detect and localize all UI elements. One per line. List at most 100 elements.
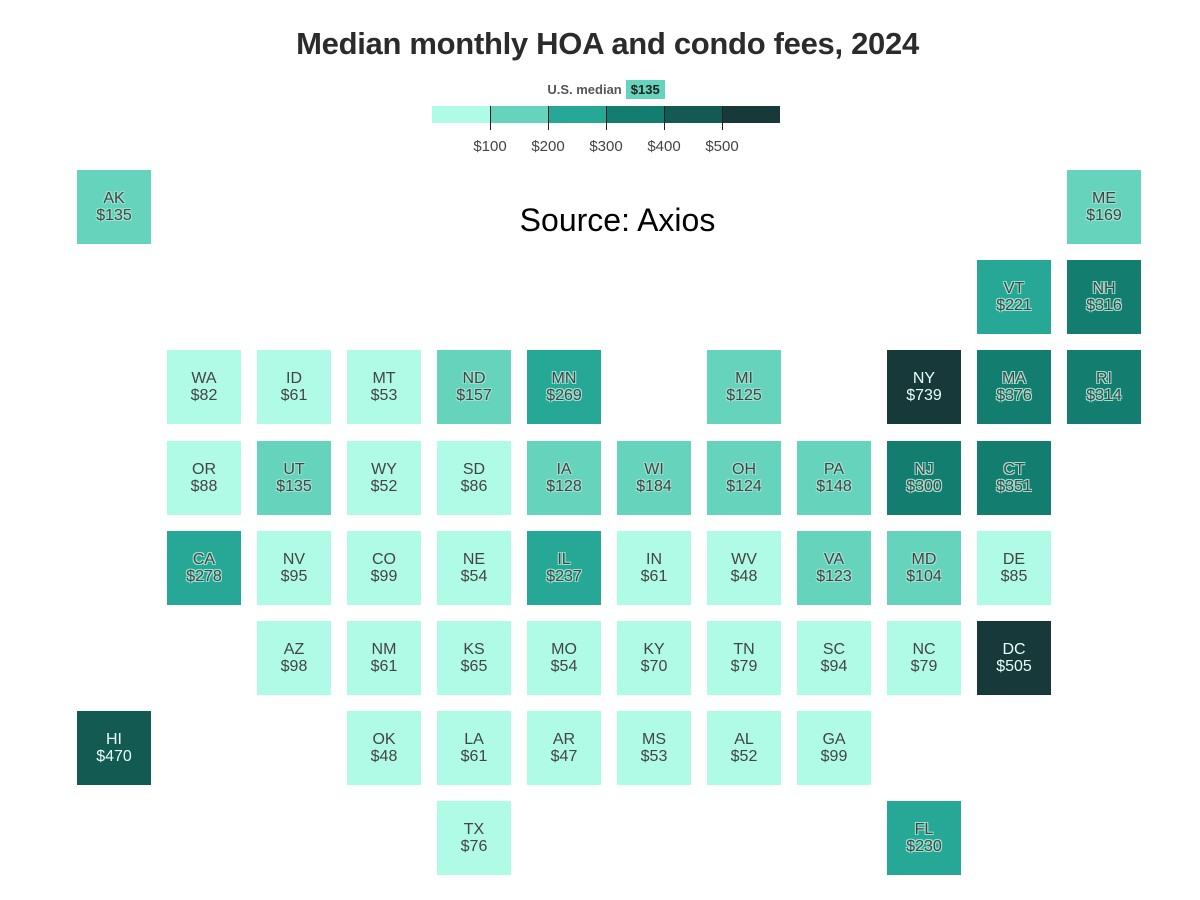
- state-value: $70: [640, 658, 668, 675]
- state-value: $135: [96, 207, 132, 224]
- legend-tick: [548, 106, 549, 130]
- state-tile-al: AL $52: [707, 711, 781, 786]
- state-value: $54: [460, 567, 488, 585]
- state-value: $94: [820, 658, 848, 675]
- source-note: Source: Axios: [519, 202, 716, 238]
- state-code: IA: [556, 460, 572, 478]
- legend-tick: [606, 106, 607, 130]
- state-code: AZ: [283, 641, 305, 658]
- state-code: OR: [192, 460, 216, 478]
- state-value: $61: [370, 658, 398, 675]
- state-value: $125: [726, 387, 762, 405]
- legend-swatch: [722, 106, 780, 123]
- state-tile-vt: VT $221: [977, 260, 1051, 335]
- state-code: NC: [912, 641, 936, 658]
- state-value: $61: [280, 387, 308, 405]
- state-code: WA: [191, 370, 217, 388]
- state-value: $82: [190, 387, 218, 405]
- state-tile-ok: OK $48: [347, 711, 421, 786]
- state-tile-nd: ND $157: [437, 350, 511, 425]
- state-value: $95: [280, 567, 308, 585]
- state-value: $79: [730, 658, 758, 675]
- state-value: $148: [816, 477, 852, 495]
- state-tile-ak: AK $135: [77, 170, 151, 244]
- state-code: NH: [1092, 280, 1116, 298]
- state-tile-va: VA $123: [797, 530, 871, 605]
- state-tile-nm: NM $61: [347, 621, 421, 695]
- state-tile-sd: SD $86: [437, 440, 511, 515]
- state-tile-ky: KY $70: [617, 621, 691, 695]
- state-tile-ca: CA $278: [167, 530, 241, 605]
- state-tile-wv: WV $48: [707, 530, 781, 605]
- state-tile-oh: OH $124: [707, 440, 781, 515]
- state-value: $54: [550, 658, 578, 675]
- state-code: AL: [734, 731, 754, 749]
- state-value: $52: [730, 748, 758, 766]
- state-code: SC: [822, 641, 846, 658]
- state-code: DE: [1002, 550, 1026, 568]
- state-tile-me: ME $169: [1067, 170, 1141, 244]
- state-code: WV: [731, 550, 757, 568]
- state-tile-de: DE $85: [977, 530, 1051, 605]
- state-value: $99: [370, 567, 398, 585]
- state-tile-ma: MA $376: [977, 350, 1051, 425]
- state-code: SD: [462, 460, 486, 478]
- state-value: $124: [726, 477, 762, 495]
- legend-tick: [722, 106, 723, 130]
- state-tile-tn: TN $79: [707, 621, 781, 695]
- state-code: HI: [106, 731, 122, 749]
- state-code: WI: [644, 460, 664, 478]
- state-code: MS: [642, 731, 666, 749]
- state-code: CA: [192, 550, 216, 568]
- state-value: $316: [1086, 297, 1122, 315]
- state-code: DC: [1002, 641, 1026, 658]
- state-code: UT: [283, 460, 305, 478]
- state-value: $99: [820, 748, 848, 766]
- state-value: $184: [636, 477, 672, 495]
- state-value: $135: [276, 477, 312, 495]
- legend-tick-label: $100: [473, 138, 507, 155]
- state-tile-dc: DC $505: [977, 621, 1051, 695]
- state-tile-wy: WY $52: [347, 440, 421, 515]
- state-tile-mi: MI $125: [707, 350, 781, 425]
- state-value: $300: [906, 477, 942, 495]
- state-tile-az: AZ $98: [257, 621, 331, 695]
- state-tile-ne: NE $54: [437, 530, 511, 605]
- state-tile-in: IN $61: [617, 530, 691, 605]
- state-code: ND: [462, 370, 486, 388]
- state-value: $505: [996, 658, 1032, 675]
- state-code: IN: [646, 550, 662, 568]
- state-tile-or: OR $88: [167, 440, 241, 515]
- state-code: ID: [286, 370, 302, 388]
- state-value: $76: [460, 838, 488, 856]
- state-tile-co: CO $99: [347, 530, 421, 605]
- state-code: MO: [551, 641, 577, 658]
- state-value: $376: [996, 387, 1032, 405]
- state-code: NJ: [914, 460, 934, 478]
- state-code: RI: [1096, 370, 1112, 388]
- state-tile-ct: CT $351: [977, 440, 1051, 515]
- state-value: $269: [546, 387, 582, 405]
- state-value: $351: [996, 477, 1032, 495]
- state-tile-ny: NY $739: [887, 350, 961, 425]
- state-code: ME: [1092, 190, 1116, 207]
- state-value: $128: [546, 477, 582, 495]
- state-value: $88: [190, 477, 218, 495]
- state-code: OK: [372, 731, 396, 749]
- state-tile-id: ID $61: [257, 350, 331, 425]
- state-tile-mt: MT $53: [347, 350, 421, 425]
- state-code: MA: [1002, 370, 1026, 388]
- state-tile-ri: RI $314: [1067, 350, 1141, 425]
- legend-swatch: [606, 106, 664, 123]
- us-median-label: U.S. median $135: [432, 80, 780, 99]
- state-code: FL: [914, 821, 934, 839]
- state-code: VT: [1003, 280, 1025, 298]
- state-tile-sc: SC $94: [797, 621, 871, 695]
- legend-swatch: [490, 106, 548, 123]
- state-tile-ga: GA $99: [797, 711, 871, 786]
- state-tile-md: MD $104: [887, 530, 961, 605]
- state-value: $123: [816, 567, 852, 585]
- state-code: NM: [371, 641, 397, 658]
- state-value: $237: [546, 567, 582, 585]
- state-value: $157: [456, 387, 492, 405]
